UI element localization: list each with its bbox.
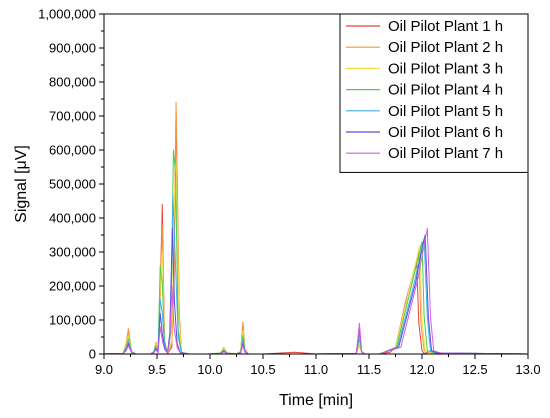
- x-tick-label: 9.0: [95, 362, 113, 377]
- series-layer: [103, 101, 529, 355]
- legend-label-3: Oil Pilot Plant 3 h: [388, 60, 503, 77]
- y-tick-label: 300,000: [49, 245, 96, 260]
- series-line-7: [103, 227, 529, 355]
- x-tick-label: 13.0: [515, 362, 540, 377]
- legend-label-6: Oil Pilot Plant 6 h: [388, 124, 503, 141]
- x-tick-label: 12.0: [409, 362, 434, 377]
- y-tick-label: 500,000: [49, 177, 96, 192]
- x-tick-label: 12.5: [462, 362, 487, 377]
- x-tick-label: 9.5: [148, 362, 166, 377]
- legend-box: [339, 13, 529, 173]
- legend-label-7: Oil Pilot Plant 7 h: [388, 145, 503, 162]
- y-tick-label: 100,000: [49, 313, 96, 328]
- y-tick-label: 1,000,000: [38, 7, 96, 22]
- x-axis-label: Time [min]: [279, 392, 353, 409]
- y-tick-label: 600,000: [49, 143, 96, 158]
- legend-label-4: Oil Pilot Plant 4 h: [388, 82, 503, 99]
- y-tick-label: 400,000: [49, 211, 96, 226]
- x-tick-label: 11.0: [304, 362, 328, 377]
- x-tick-label: 10.5: [250, 362, 275, 377]
- x-axis: 9.0 9.5 10.0 10.5 11.0 11.5 12.0 12.5 13.0: [95, 354, 541, 377]
- legend-label-2: Oil Pilot Plant 2 h: [388, 39, 503, 56]
- x-tick-label: 11.5: [357, 362, 381, 377]
- legend: Oil Pilot Plant 1 h Oil Pilot Plant 2 h Oi…: [339, 13, 529, 173]
- y-axis-label: Signal [μV]: [13, 145, 30, 223]
- y-tick-label: 900,000: [49, 41, 96, 56]
- y-tick-label: 200,000: [49, 279, 96, 294]
- y-tick-label: 0: [89, 347, 96, 362]
- y-tick-label: 700,000: [49, 109, 96, 124]
- legend-label-5: Oil Pilot Plant 5 h: [388, 103, 503, 120]
- y-axis: 0 100,000 200,000 300,000 400,000 500,000 600,…: [38, 7, 104, 362]
- x-tick-label: 10.0: [197, 362, 222, 377]
- legend-label-1: Oil Pilot Plant 1 h: [388, 18, 503, 35]
- y-tick-label: 800,000: [49, 75, 96, 90]
